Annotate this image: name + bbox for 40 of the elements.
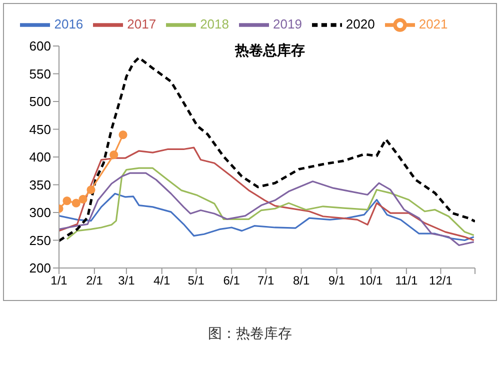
x-tick-label: 12/1 <box>429 274 453 288</box>
legend-label: 2020 <box>346 16 375 32</box>
y-tick-label: 400 <box>29 150 51 165</box>
x-tick-label: 8/1 <box>292 274 310 288</box>
line-series <box>66 167 475 240</box>
line-series <box>59 146 475 242</box>
point <box>118 130 128 140</box>
legend-label: 2018 <box>200 16 229 32</box>
legend-label: 2017 <box>127 16 156 32</box>
text: 图：热卷库存 <box>207 325 293 343</box>
y-tick-label: 600 <box>29 38 51 54</box>
y-tick-label: 250 <box>29 232 51 248</box>
legend-label: 2019 <box>273 16 302 32</box>
y-tick-label: 350 <box>29 177 51 192</box>
x-tick-label: 9/1 <box>328 274 346 288</box>
y-tick-label: 550 <box>29 66 51 82</box>
x-tick-label: 2/1 <box>86 274 104 288</box>
point <box>110 150 118 160</box>
point <box>62 196 72 206</box>
point <box>72 198 80 208</box>
x-tick-label: 11/1 <box>395 274 418 288</box>
y-tick-label: 450 <box>29 122 51 137</box>
y-tick-label: 500 <box>29 94 51 110</box>
x-tick-label: 1/1 <box>50 274 68 288</box>
x-tick-label: 3/1 <box>118 274 136 288</box>
x-tick-label: 10/1 <box>359 274 383 288</box>
point <box>86 185 96 194</box>
chart-title: 热卷总库存 <box>234 42 306 60</box>
line-series <box>59 56 475 242</box>
y-tick-label: 200 <box>29 260 51 276</box>
x-tick-label: 5/1 <box>188 274 205 288</box>
legend-label: 2021 <box>418 16 448 32</box>
x-tick-label: 4/1 <box>154 274 171 288</box>
line-series <box>59 192 475 242</box>
y-tick-label: 300 <box>29 205 51 220</box>
x-tick-label: 6/1 <box>223 274 240 288</box>
point <box>78 194 88 204</box>
legend-label: 2016 <box>54 16 84 32</box>
x-tick-label: 7/1 <box>258 274 275 288</box>
line-series <box>59 172 475 246</box>
